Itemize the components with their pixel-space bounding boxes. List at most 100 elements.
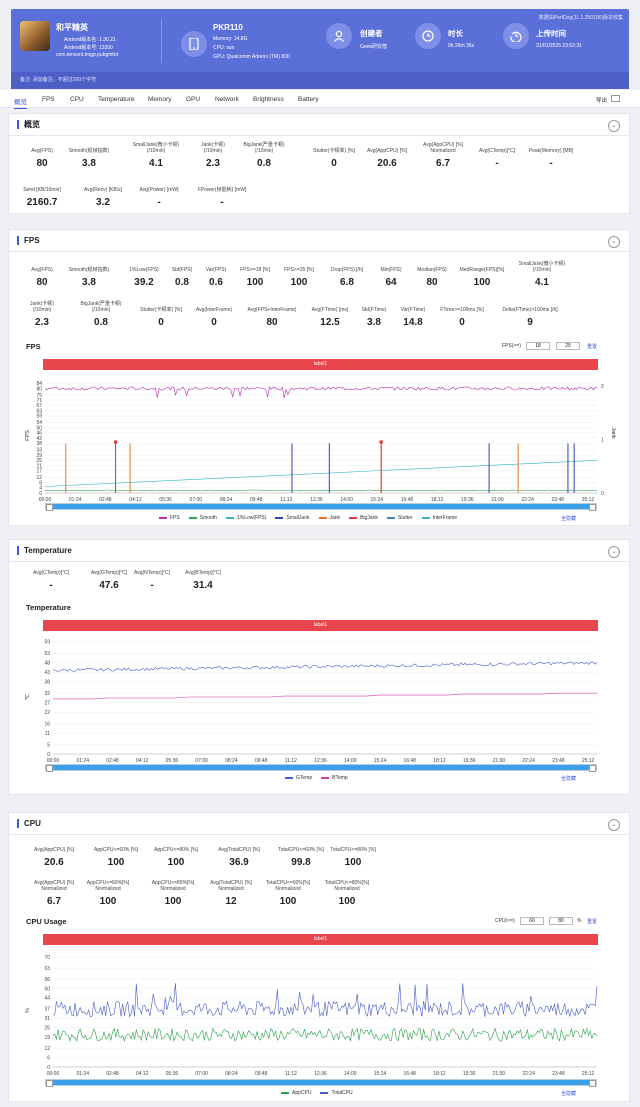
metric: Stutter(卡顿率) [%] 0 xyxy=(304,148,364,169)
legend-item[interactable]: InterFrame xyxy=(421,515,457,521)
metric: Avg(CTemp)[°C] - xyxy=(467,148,527,169)
cpu-threshold-input-2[interactable]: 80 xyxy=(549,917,573,925)
metric-label: Avg(AppCPU) [%] xyxy=(367,148,407,154)
cpu-threshold-label: CPU(<=) xyxy=(495,918,515,924)
x-tick-label: 12:36 xyxy=(310,497,323,503)
cpu-title: CPU xyxy=(17,819,41,828)
metric-label: Smooth(稳帧指数) xyxy=(68,267,110,273)
legend-swatch xyxy=(320,1091,329,1094)
metric: TotalCPU<=80%[%] Normalized 100 xyxy=(317,880,377,907)
metric-label: Median(FPS) xyxy=(417,267,447,273)
legend-item[interactable]: Stutter xyxy=(386,515,413,521)
x-tick-label: 09:48 xyxy=(255,758,268,764)
y-tick-label: 0 xyxy=(47,752,50,758)
legend-item[interactable]: AppCPU xyxy=(281,1090,311,1096)
legend-item[interactable]: Jank xyxy=(318,515,340,521)
temperature-label-bar[interactable]: label1 xyxy=(43,620,598,631)
y-tick-label: 33 xyxy=(36,448,42,454)
tab-battery[interactable]: Battery xyxy=(298,96,319,103)
x-tick-label: 14:00 xyxy=(344,758,357,764)
legend-item[interactable]: FPS xyxy=(159,515,180,521)
metric: FPS>=18 [%] 100 xyxy=(225,267,285,288)
x-tick-label: 14:00 xyxy=(344,1071,357,1077)
metric-label: TotalCPU<=60%[%] Normalized xyxy=(265,880,311,892)
fps-hide-all-link[interactable]: 全隐藏 xyxy=(561,516,577,522)
tab-brightness[interactable]: Brightness xyxy=(253,96,284,103)
temperature-range-slider[interactable] xyxy=(45,764,597,772)
legend-item[interactable]: BTemp xyxy=(321,775,348,781)
cpu-label-bar[interactable]: label1 xyxy=(43,934,598,945)
legend-item[interactable]: TotalCPU xyxy=(320,1090,353,1096)
metric: FTime>=100ms [%] 0 xyxy=(432,307,492,328)
x-tick-label: 16:48 xyxy=(403,1071,416,1077)
collapse-fps-icon[interactable]: ⌄ xyxy=(608,236,620,248)
fps-reset-button[interactable]: 重置 xyxy=(587,344,598,350)
collapse-temperature-icon[interactable]: ⌄ xyxy=(608,546,620,558)
y-tick-label: 8 xyxy=(39,480,42,486)
tab-cpu[interactable]: CPU xyxy=(70,96,84,103)
metric-label: Var(FTime) xyxy=(400,307,426,313)
metric-label: Delta(FTime)>100ms [/h] xyxy=(502,307,558,313)
metric-label: AppCPU<=80% [%] xyxy=(154,847,198,853)
fps-range-slider[interactable] xyxy=(45,503,597,511)
metric-value: 100 xyxy=(290,277,308,288)
cpu-reset-button[interactable]: 重置 xyxy=(587,919,598,925)
tab-temperature[interactable]: Temperature xyxy=(98,96,135,103)
metric-value: 100 xyxy=(99,896,117,907)
cpu-panel: CPU ⌄ Avg(AppCPU) [%] 20.6 AppCPU<=60% [%]… xyxy=(8,812,630,1102)
legend-item[interactable]: Smooth xyxy=(188,515,217,521)
fps-threshold-input-1[interactable]: 18 xyxy=(526,342,550,350)
metric: Jank(卡顿) (/10min) 2.3 xyxy=(183,142,243,169)
tab-network[interactable]: Network xyxy=(215,96,239,103)
device-cpu: CPU: sun xyxy=(213,45,235,51)
y-tick-label: 11 xyxy=(45,731,50,737)
x-tick-label: 01:24 xyxy=(76,1071,89,1077)
x-tick-label: 22:24 xyxy=(522,758,535,764)
metric-label: Avg(Recv) [KB/s] xyxy=(84,187,122,193)
metric-value: 3.8 xyxy=(367,317,381,328)
temperature-hide-all-link[interactable]: 全隐藏 xyxy=(561,776,577,782)
legend-item[interactable]: BigJank xyxy=(349,515,378,521)
tab-overview[interactable]: 概览 xyxy=(14,96,27,109)
cpu-hide-all-link[interactable]: 全隐藏 xyxy=(561,1091,577,1097)
metric-label: FPS>=25 [%] xyxy=(284,267,314,273)
metric-value: 2160.7 xyxy=(26,197,58,208)
export-button[interactable]: 导出 xyxy=(596,98,608,104)
creator-label: 创建者 xyxy=(360,29,383,38)
fps-label-bar[interactable]: label1 xyxy=(43,359,598,370)
legend-item[interactable]: GTemp xyxy=(285,775,312,781)
metric: TotalCPU<=80% [%] 100 xyxy=(323,847,383,868)
metric-label: TotalCPU<=80%[%] Normalized xyxy=(324,880,370,892)
collapse-overview-icon[interactable]: ⌄ xyxy=(608,120,620,132)
x-tick-label: 09:48 xyxy=(255,1071,268,1077)
y2-axis-label: Jank xyxy=(610,427,616,439)
metric: Avg(FTime) [ms] 12.5 xyxy=(300,307,360,328)
cpu-range-slider[interactable] xyxy=(45,1079,597,1087)
metric-value: 80 xyxy=(266,317,278,328)
export-icon[interactable] xyxy=(611,95,620,102)
metric-label: Avg(TotalCPU) [%] xyxy=(218,847,260,853)
metric-value: 100 xyxy=(107,857,125,868)
tab-memory[interactable]: Memory xyxy=(148,96,172,103)
y-axis-label: ℃ xyxy=(25,693,31,700)
cpu-threshold-input-1[interactable]: 60 xyxy=(520,917,544,925)
tab-gpu[interactable]: GPU xyxy=(186,96,201,103)
divider xyxy=(9,135,629,136)
metric-value: 9 xyxy=(527,317,533,328)
metric-label: AppCPU<=80%[%] Normalized xyxy=(151,880,195,892)
legend-item[interactable]: SmallJank xyxy=(275,515,310,521)
x-tick-label: 22:24 xyxy=(521,497,534,503)
legend-swatch xyxy=(225,516,234,519)
metric: SmallJank(微小卡顿) (/10min) 4.1 xyxy=(126,142,186,169)
x-tick-label: 00:00 xyxy=(39,497,52,503)
x-tick-label: 21:00 xyxy=(493,1071,506,1077)
note-bar[interactable]: 备注: 添加备注，不超过200个字符 xyxy=(11,72,629,89)
legend-label: SmallJank xyxy=(286,515,310,521)
collapse-cpu-icon[interactable]: ⌄ xyxy=(608,819,620,831)
legend-item[interactable]: 1%Low(FPS) xyxy=(225,515,266,521)
tab-fps[interactable]: FPS xyxy=(42,96,55,103)
x-tick-label: 04:12 xyxy=(136,758,149,764)
fps-threshold-input-2[interactable]: 25 xyxy=(556,342,580,350)
metric-value: 36.9 xyxy=(229,857,249,868)
x-tick-label: 09:48 xyxy=(250,497,263,503)
